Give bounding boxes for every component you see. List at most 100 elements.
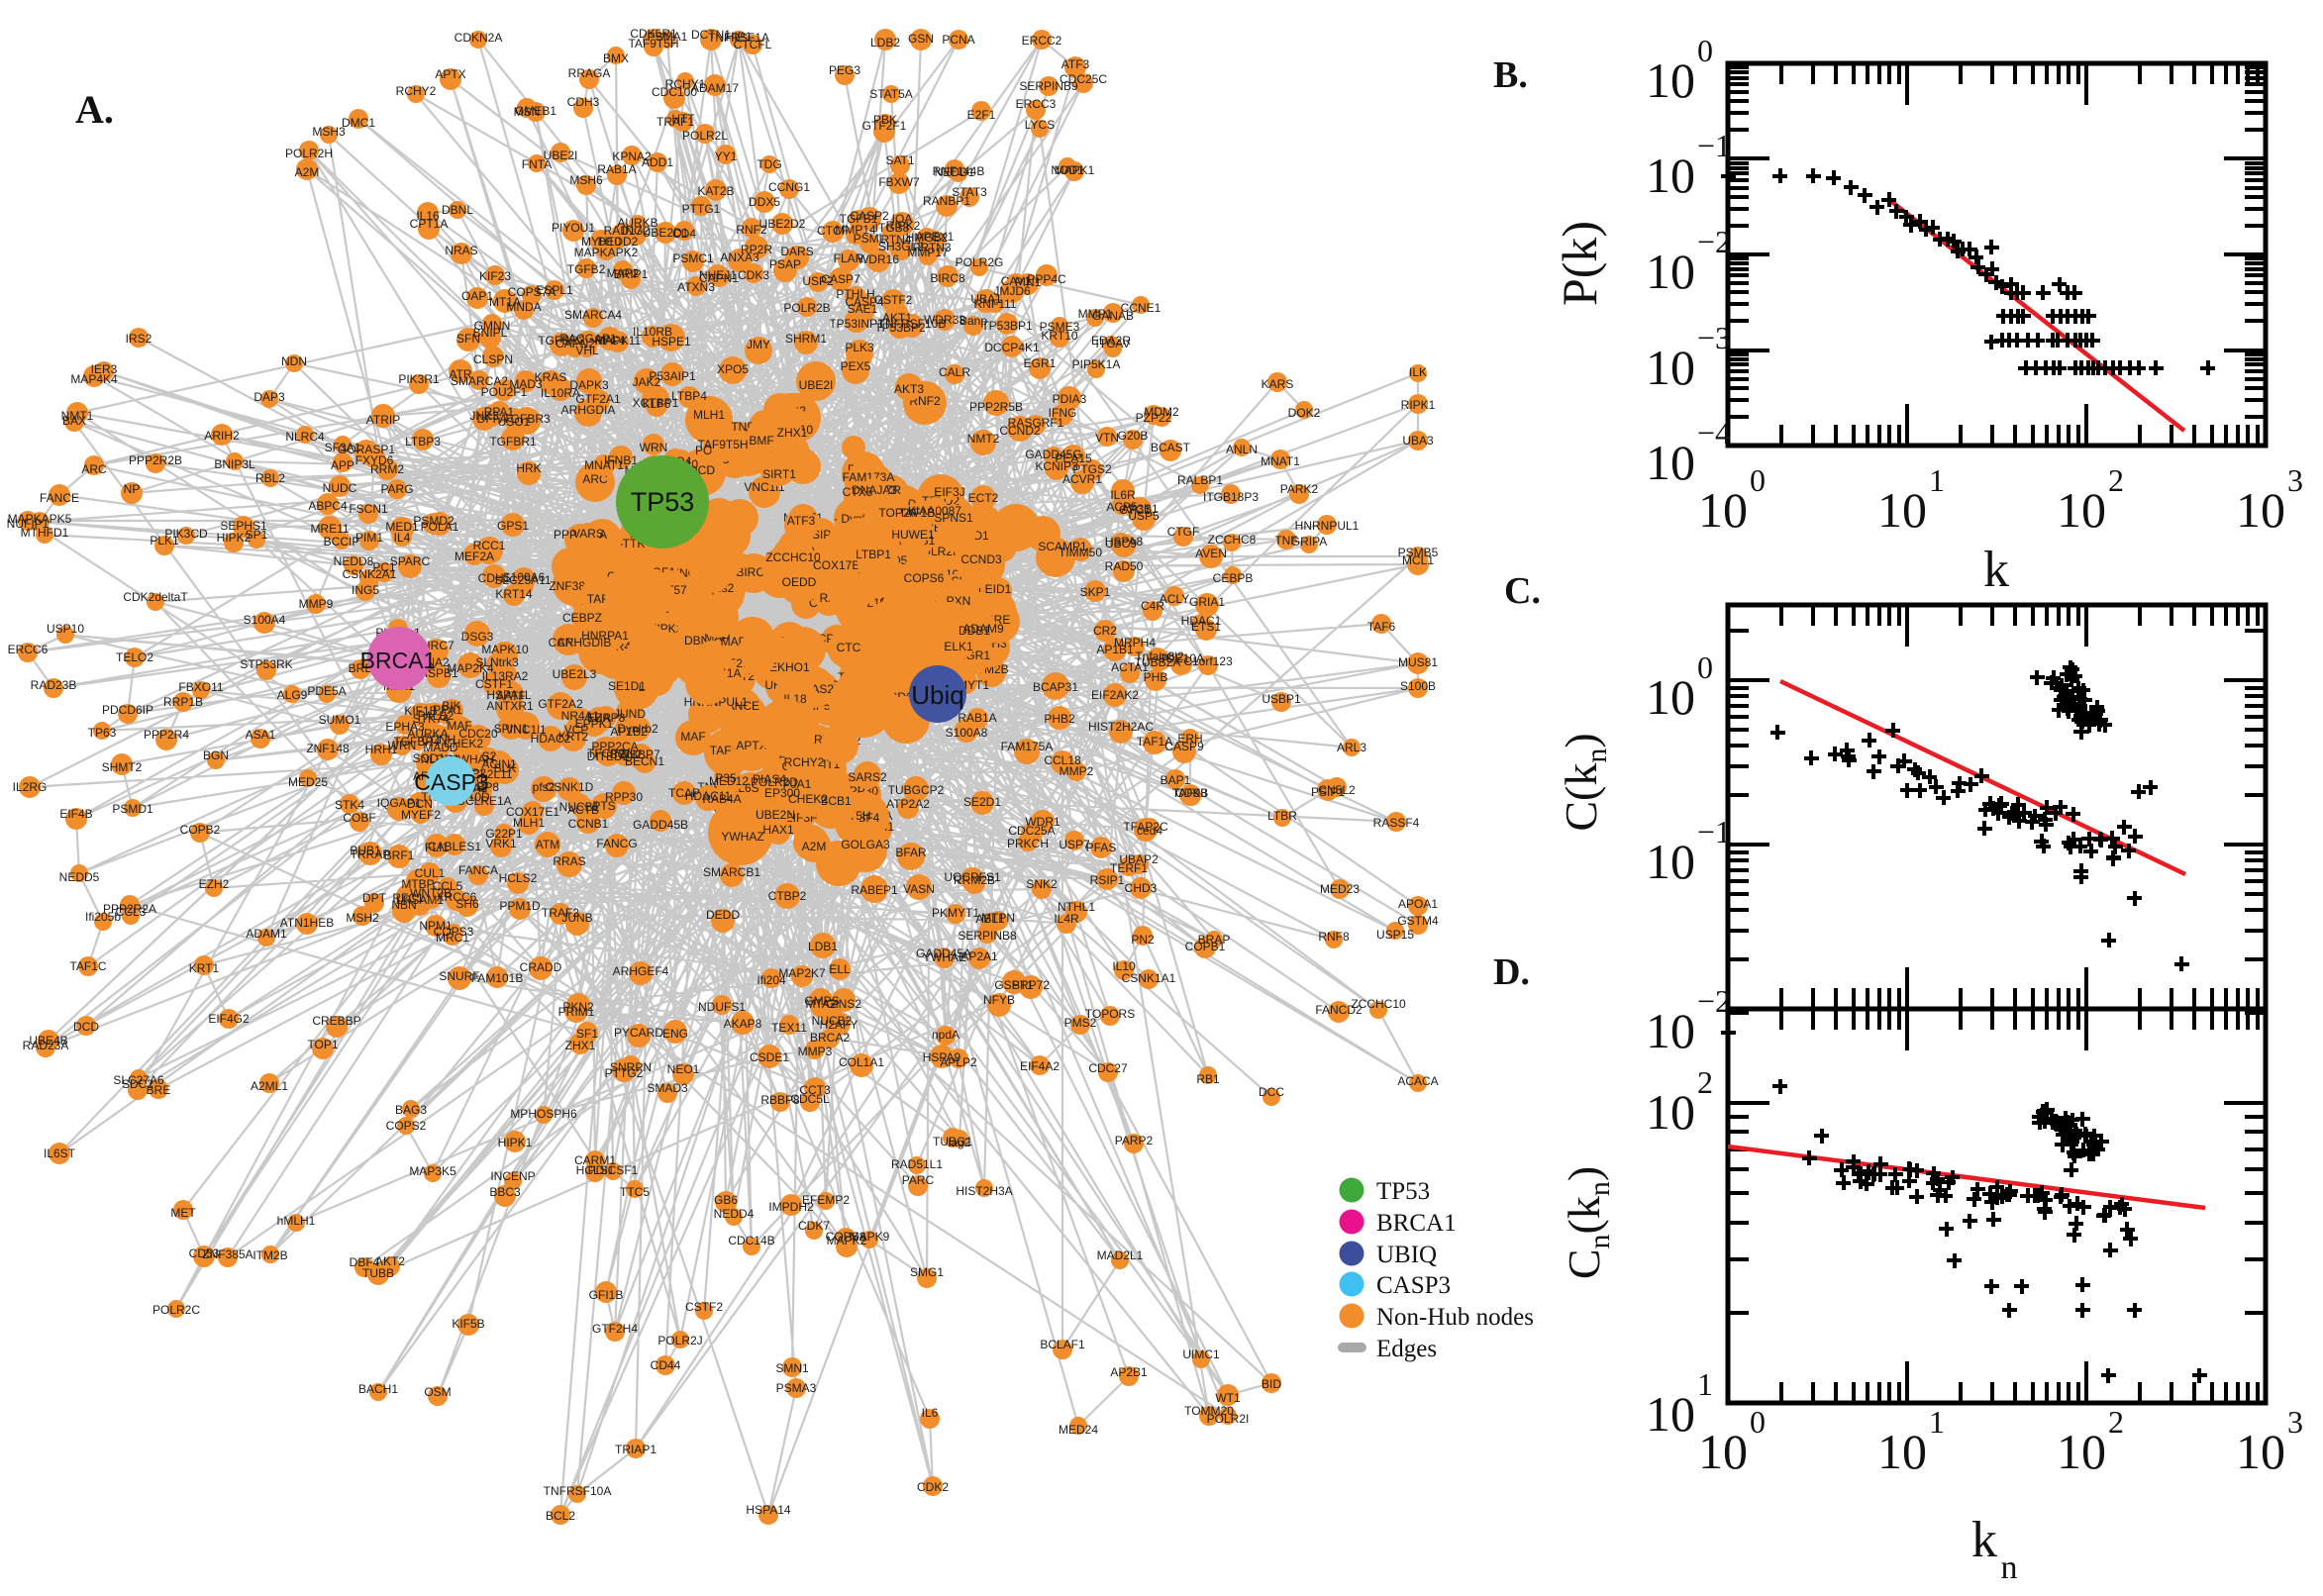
svg-text:SLC25A11: SLC25A11 <box>494 573 551 587</box>
svg-text:k: k <box>1983 542 2009 598</box>
svg-text:S100A8: S100A8 <box>946 726 988 740</box>
svg-text:GMEB1: GMEB1 <box>515 104 556 118</box>
svg-text:ALG9: ALG9 <box>277 688 308 702</box>
svg-text:BAG3: BAG3 <box>395 1103 427 1117</box>
svg-text:10: 10 <box>1646 834 1695 889</box>
svg-text:YY1: YY1 <box>715 150 738 163</box>
svg-text:PHB: PHB <box>1144 670 1168 684</box>
svg-text:TEX11: TEX11 <box>771 1021 807 1035</box>
svg-text:TRIAP1: TRIAP1 <box>615 1443 656 1456</box>
svg-text:ERCC6: ERCC6 <box>8 643 49 656</box>
svg-text:RAD51L1: RAD51L1 <box>891 1157 943 1171</box>
svg-text:XPO5: XPO5 <box>717 362 749 376</box>
svg-text:PARG: PARG <box>380 482 413 496</box>
svg-text:USP2: USP2 <box>802 274 834 288</box>
svg-text:USP10: USP10 <box>47 622 84 636</box>
svg-text:PBK: PBK <box>873 113 897 127</box>
svg-text:PKMYT1: PKMYT1 <box>932 906 979 920</box>
svg-text:AKT3: AKT3 <box>894 382 924 396</box>
svg-text:CASP2: CASP2 <box>850 209 889 223</box>
svg-text:MSH3: MSH3 <box>312 125 346 139</box>
svg-text:COL1A1: COL1A1 <box>839 1055 884 1069</box>
svg-text:STAT3: STAT3 <box>952 185 987 199</box>
svg-text:KRT1: KRT1 <box>189 961 220 975</box>
svg-text:ACP5: ACP5 <box>1106 500 1138 514</box>
svg-text:DOK2: DOK2 <box>1288 406 1321 420</box>
svg-text:BGN: BGN <box>203 748 229 762</box>
svg-text:USO1: USO1 <box>498 415 531 429</box>
svg-text:SIRT1: SIRT1 <box>762 467 796 481</box>
svg-text:TGFB2: TGFB2 <box>567 262 606 276</box>
svg-text:ADAM17: ADAM17 <box>691 81 739 95</box>
svg-text:LDB2: LDB2 <box>870 36 900 50</box>
svg-text:TAF1C: TAF1C <box>69 959 106 973</box>
svg-text:KARS: KARS <box>1262 377 1294 391</box>
svg-text:PPP2R2B: PPP2R2B <box>129 453 182 467</box>
svg-text:SH6: SH6 <box>455 897 479 911</box>
svg-text:H2AFY: H2AFY <box>820 1018 858 1032</box>
svg-text:CALR: CALR <box>939 365 970 379</box>
svg-text:IL4R: IL4R <box>1054 912 1079 926</box>
svg-text:2: 2 <box>1697 1064 1713 1100</box>
svg-text:IMPDH2: IMPDH2 <box>768 1200 814 1214</box>
svg-text:LTBP3: LTBP3 <box>405 435 441 449</box>
svg-text:BCAP31: BCAP31 <box>1033 680 1078 694</box>
svg-text:SMARCA4: SMARCA4 <box>564 308 622 322</box>
svg-text:GPS1: GPS1 <box>497 519 529 533</box>
svg-text:EIF3J: EIF3J <box>934 485 964 499</box>
svg-text:MMP9: MMP9 <box>299 597 334 611</box>
svg-text:RAD23B: RAD23B <box>31 678 77 692</box>
svg-text:Non-Hub nodes: Non-Hub nodes <box>1376 1304 1534 1331</box>
svg-text:SMAD3: SMAD3 <box>647 1081 688 1095</box>
svg-text:STP53RK: STP53RK <box>240 657 292 671</box>
svg-text:SCAMP1: SCAMP1 <box>1038 540 1087 553</box>
svg-text:CDH3: CDH3 <box>567 95 600 109</box>
svg-text:S100B: S100B <box>1400 679 1436 693</box>
svg-text:SMARCB1: SMARCB1 <box>703 865 760 879</box>
svg-text:CEBPZ: CEBPZ <box>562 611 602 625</box>
svg-text:FANCG: FANCG <box>596 837 637 850</box>
svg-text:CLSPN: CLSPN <box>473 352 513 366</box>
svg-text:RPP30: RPP30 <box>605 790 643 804</box>
svg-text:WRN: WRN <box>640 441 668 454</box>
svg-text:RRM2B: RRM2B <box>954 873 995 887</box>
svg-text:C4R: C4R <box>1141 599 1164 613</box>
svg-text:HDAC2: HDAC2 <box>531 732 571 746</box>
svg-text:MYEF2: MYEF2 <box>401 808 441 822</box>
svg-text:UIMC1: UIMC1 <box>1182 1347 1220 1361</box>
svg-text:ARC: ARC <box>81 462 107 476</box>
svg-text:PDCD6IP: PDCD6IP <box>102 703 153 717</box>
svg-text:EZH2: EZH2 <box>199 877 230 891</box>
svg-text:CDK2: CDK2 <box>917 1480 949 1494</box>
svg-text:10: 10 <box>1646 52 1695 108</box>
svg-text:TAF9T5H: TAF9T5H <box>628 37 678 50</box>
svg-text:STK4: STK4 <box>335 798 364 812</box>
svg-text:hMLH1: hMLH1 <box>277 1214 316 1228</box>
svg-text:PKN2: PKN2 <box>562 1000 594 1014</box>
svg-text:YWHAZ: YWHAZ <box>721 830 763 844</box>
svg-text:0: 0 <box>1750 1404 1766 1440</box>
svg-text:ARL3: ARL3 <box>1337 741 1366 754</box>
svg-text:NPM1: NPM1 <box>419 919 453 933</box>
svg-text:AP1B1: AP1B1 <box>1096 643 1134 656</box>
svg-text:ELL: ELL <box>829 962 851 976</box>
svg-text:OSM: OSM <box>424 1385 451 1399</box>
svg-text:NMT1: NMT1 <box>61 409 94 423</box>
svg-text:RRP1B: RRP1B <box>163 695 203 709</box>
svg-text:DCC: DCC <box>1259 1085 1284 1099</box>
svg-text:SFN: SFN <box>456 332 480 346</box>
svg-text:MAP3K5: MAP3K5 <box>409 1164 456 1178</box>
svg-text:NEDD4: NEDD4 <box>714 1207 755 1221</box>
svg-text:TP53: TP53 <box>1376 1178 1430 1205</box>
svg-text:0: 0 <box>1750 462 1766 498</box>
svg-text:SE1D1: SE1D1 <box>608 679 646 693</box>
svg-text:POLR2C: POLR2C <box>152 1303 200 1317</box>
svg-text:DNAJA3: DNAJA3 <box>852 483 897 497</box>
svg-text:CDC5L: CDC5L <box>790 1092 830 1106</box>
svg-text:MUS81: MUS81 <box>1398 655 1438 669</box>
svg-text:PLK1: PLK1 <box>150 534 179 548</box>
svg-text:ARHGEF4: ARHGEF4 <box>613 964 669 978</box>
svg-text:MAD2L1: MAD2L1 <box>1097 1248 1144 1262</box>
svg-text:DCD: DCD <box>73 1020 99 1034</box>
svg-text:LTBP1: LTBP1 <box>856 548 891 561</box>
